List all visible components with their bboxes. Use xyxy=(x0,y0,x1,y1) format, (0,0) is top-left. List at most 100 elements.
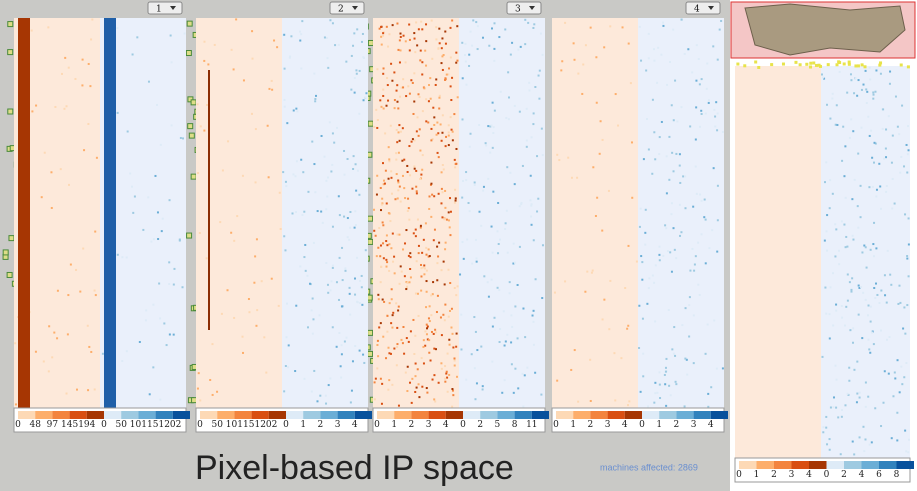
legend-label: 2 xyxy=(318,420,324,430)
heatmap-cell xyxy=(411,141,413,143)
heatmap-cell xyxy=(460,314,462,316)
heatmap-cell xyxy=(845,306,847,308)
heatmap-cell xyxy=(402,86,404,88)
heatmap-cell xyxy=(693,270,695,272)
heatmap-cell xyxy=(419,178,421,180)
heatmap-cell xyxy=(847,300,849,302)
heatmap-cell xyxy=(898,285,900,287)
heatmap-cell xyxy=(871,332,873,334)
heatmap-cell xyxy=(428,208,430,210)
heatmap-cell xyxy=(159,317,161,319)
heatmap-cell xyxy=(406,337,408,339)
heatmap-cell xyxy=(171,61,173,63)
heatmap-cell xyxy=(414,335,416,337)
map-square xyxy=(794,61,797,64)
heatmap-cell xyxy=(903,165,905,167)
heatmap-cell xyxy=(487,178,489,180)
heatmap-cell xyxy=(536,155,538,157)
heatmap-cell xyxy=(695,166,697,168)
heatmap-cell xyxy=(425,98,427,100)
heatmap-cell xyxy=(251,113,253,115)
heatmap-cell xyxy=(488,296,490,298)
heatmap-cell xyxy=(391,288,393,290)
heatmap-cell xyxy=(227,140,229,142)
selector[interactable] xyxy=(507,2,541,14)
heatmap-cell xyxy=(671,152,673,154)
heatmap-cell xyxy=(428,248,430,250)
heatmap-cell xyxy=(148,81,150,83)
heatmap-cell xyxy=(688,304,690,306)
heatmap-cell xyxy=(716,368,718,370)
heatmap-cell xyxy=(653,48,655,50)
heatmap-cell xyxy=(349,211,351,213)
heatmap-cell xyxy=(465,84,467,86)
legend-swatch xyxy=(774,461,792,469)
heatmap-cell xyxy=(303,211,305,213)
heatmap-cell xyxy=(645,69,647,71)
heatmap-cell xyxy=(393,348,395,350)
heatmap-cell xyxy=(357,301,359,303)
legend-swatch xyxy=(659,411,676,419)
heatmap-cell xyxy=(590,400,592,402)
map-square xyxy=(368,330,373,335)
heatmap-cell xyxy=(420,21,422,23)
heatmap-cell xyxy=(874,91,876,93)
heatmap-cell xyxy=(636,261,638,263)
heatmap-cell xyxy=(833,396,835,398)
heatmap-cell xyxy=(197,388,199,390)
heatmap-cell xyxy=(522,406,524,408)
map-square xyxy=(900,63,903,66)
heatmap-cell xyxy=(63,108,65,110)
heatmap-cell xyxy=(399,186,401,188)
heatmap-cell xyxy=(231,49,233,51)
heatmap-cell xyxy=(687,48,689,50)
heatmap-cell xyxy=(514,105,516,107)
heatmap-cell xyxy=(422,154,424,156)
heatmap-cell xyxy=(854,77,856,79)
heatmap-cell xyxy=(426,324,428,326)
heatmap-cell xyxy=(700,110,702,112)
heatmap-cell xyxy=(506,334,508,336)
map-square xyxy=(368,121,373,126)
heatmap-cell xyxy=(441,140,443,142)
heatmap-cell xyxy=(429,320,431,322)
heatmap-cell xyxy=(504,379,506,381)
heatmap-cell xyxy=(441,62,443,64)
heatmap-cell xyxy=(465,379,467,381)
heatmap-cell xyxy=(648,277,650,279)
heatmap-cell xyxy=(868,348,870,350)
heatmap-cell xyxy=(506,166,508,168)
heatmap-cell xyxy=(425,247,427,249)
heatmap-cell xyxy=(534,86,536,88)
heatmap-cell xyxy=(253,282,255,284)
heatmap-cell xyxy=(592,270,594,272)
heatmap-cell xyxy=(268,176,270,178)
heatmap-cell xyxy=(674,80,676,82)
heatmap-cell xyxy=(573,59,575,61)
heatmap-cell xyxy=(394,198,396,200)
heatmap-cell xyxy=(89,85,91,87)
heatmap-cell xyxy=(361,286,363,288)
heatmap-cell xyxy=(444,248,446,250)
heatmap-cell xyxy=(482,385,484,387)
heatmap-cell xyxy=(532,27,534,29)
heatmap-cell xyxy=(465,179,467,181)
heatmap-cell xyxy=(869,78,871,80)
selector[interactable] xyxy=(330,2,364,14)
heatmap-cell xyxy=(608,190,610,192)
heatmap-cell xyxy=(333,142,335,144)
heatmap-cell xyxy=(399,96,401,98)
selector[interactable] xyxy=(148,2,182,14)
heatmap-cell xyxy=(641,279,643,281)
heatmap-cell xyxy=(405,288,407,290)
heatmap-cell xyxy=(373,230,375,232)
heatmap-cell xyxy=(433,374,435,376)
heatmap-cell xyxy=(56,337,58,339)
heatmap-cell xyxy=(50,171,52,173)
heatmap-cell xyxy=(385,170,387,172)
heatmap-cell xyxy=(836,104,838,106)
selector[interactable] xyxy=(686,2,720,14)
heatmap-cell xyxy=(243,79,245,81)
heatmap-cell xyxy=(418,396,420,398)
heatmap-cell xyxy=(385,266,387,268)
